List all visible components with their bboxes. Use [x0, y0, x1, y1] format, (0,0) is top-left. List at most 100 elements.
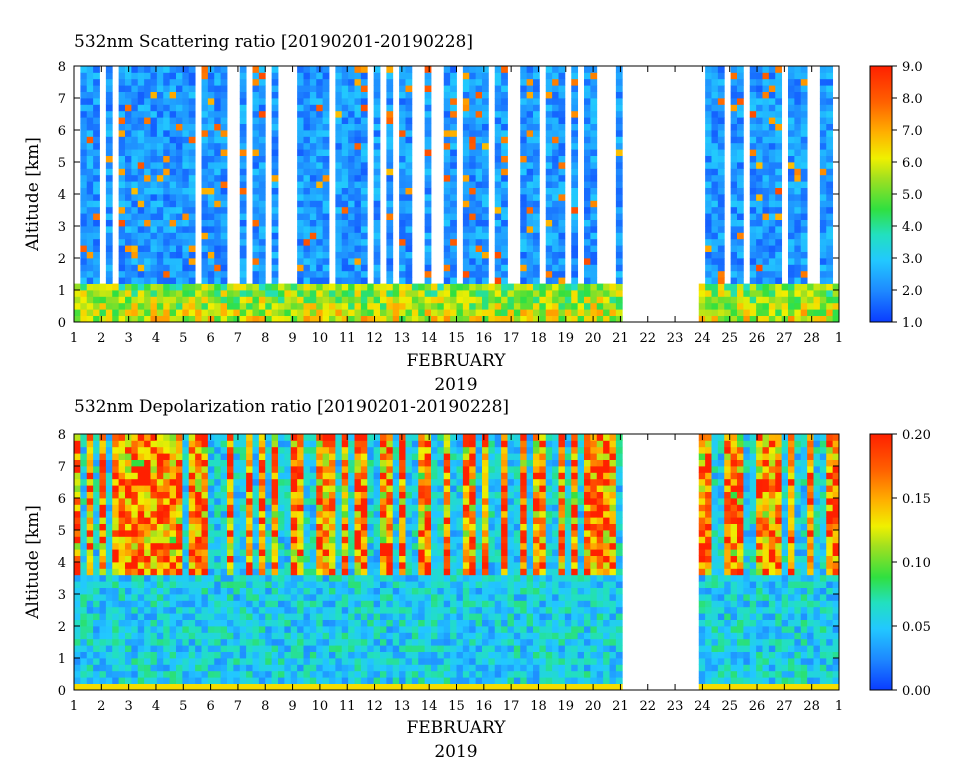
heatmap-cell	[220, 270, 228, 278]
heatmap-cell	[214, 491, 222, 499]
heatmap-cell	[271, 258, 279, 265]
heatmap-cell	[118, 664, 126, 672]
heatmap-cell	[86, 658, 94, 665]
heatmap-cell	[762, 296, 770, 304]
heatmap-cell	[475, 206, 483, 214]
heatmap-cell	[233, 523, 241, 531]
heatmap-cell	[201, 440, 209, 448]
heatmap-cell	[545, 200, 553, 208]
heatmap-cell	[105, 600, 113, 608]
heatmap-cell	[584, 238, 591, 246]
heatmap-cell	[105, 510, 113, 518]
heatmap-cell	[163, 78, 171, 86]
heatmap-cell	[252, 155, 260, 163]
heatmap-cell	[494, 85, 502, 92]
heatmap-cell	[558, 85, 566, 92]
heatmap-cell	[781, 315, 789, 323]
heatmap-cell	[131, 104, 139, 112]
heatmap-cell	[150, 270, 158, 278]
heatmap-cell	[156, 98, 164, 105]
heatmap-cell	[169, 549, 177, 556]
heatmap-cell	[526, 130, 534, 137]
heatmap-cell	[303, 478, 311, 486]
heatmap-cell	[507, 296, 515, 304]
heatmap-cell	[258, 309, 266, 316]
heatmap-cell	[462, 232, 470, 240]
heatmap-cell	[265, 517, 273, 524]
y-tick-label: 5	[58, 156, 66, 171]
heatmap-cell	[335, 149, 343, 156]
heatmap-cell	[826, 251, 834, 259]
heatmap-cell	[399, 200, 406, 208]
heatmap-cell	[309, 434, 317, 441]
heatmap-cell	[144, 504, 151, 512]
heatmap-cell	[303, 85, 311, 92]
heatmap-cell	[309, 638, 317, 646]
heatmap-cell	[756, 226, 763, 233]
heatmap-cell	[303, 638, 311, 646]
heatmap-cell	[125, 651, 132, 659]
heatmap-cell	[513, 302, 521, 310]
heatmap-cell	[271, 78, 279, 86]
heatmap-cell	[258, 555, 266, 563]
heatmap-cell	[520, 110, 528, 118]
heatmap-cell	[564, 302, 572, 310]
heatmap-cell	[284, 574, 292, 582]
heatmap-cell	[195, 309, 202, 316]
heatmap-cell	[482, 277, 489, 284]
heatmap-cell	[227, 542, 234, 550]
heatmap-cell	[271, 638, 279, 646]
heatmap-cell	[239, 142, 247, 150]
heatmap-cell	[552, 315, 559, 323]
heatmap-cell	[258, 485, 266, 492]
heatmap-cell	[711, 110, 719, 118]
heatmap-cell	[169, 619, 177, 627]
heatmap-cell	[246, 594, 253, 601]
heatmap-cell	[705, 181, 712, 188]
heatmap-cell	[717, 110, 725, 118]
heatmap-cell	[762, 232, 770, 240]
heatmap-cell	[290, 651, 298, 659]
heatmap-cell	[749, 251, 757, 259]
heatmap-cell	[360, 142, 368, 150]
heatmap-cell	[125, 251, 132, 259]
heatmap-cell	[252, 523, 260, 531]
heatmap-cell	[297, 104, 304, 112]
heatmap-cell	[150, 277, 158, 284]
heatmap-cell	[303, 664, 311, 672]
heatmap-cell	[131, 613, 139, 620]
heatmap-cell	[201, 638, 209, 646]
heatmap-cell	[188, 670, 196, 678]
heatmap-cell	[794, 91, 802, 99]
heatmap-cell	[86, 581, 94, 588]
heatmap-cell	[564, 296, 572, 304]
heatmap-cell	[258, 142, 266, 150]
heatmap-cell	[195, 549, 202, 556]
heatmap-cell	[258, 670, 266, 678]
heatmap-cell	[373, 78, 381, 86]
heatmap-cell	[93, 670, 100, 678]
heatmap-cell	[227, 613, 234, 620]
heatmap-cell	[819, 110, 827, 118]
heatmap-cell	[99, 587, 107, 595]
heatmap-cell	[188, 238, 196, 246]
heatmap-cell	[309, 658, 317, 665]
heatmap-cell	[749, 174, 757, 182]
heatmap-cell	[227, 658, 234, 665]
heatmap-cell	[450, 200, 457, 208]
heatmap-cell	[227, 549, 234, 556]
heatmap-cell	[462, 85, 470, 92]
heatmap-cell	[768, 91, 776, 99]
heatmap-cell	[386, 168, 394, 176]
heatmap-cell	[150, 510, 158, 518]
heatmap-cell	[290, 434, 298, 441]
heatmap-cell	[80, 315, 88, 323]
heatmap-cell	[348, 283, 355, 291]
heatmap-cell	[730, 315, 738, 323]
heatmap-cell	[290, 466, 298, 473]
heatmap-cell	[93, 290, 100, 297]
heatmap-cell	[615, 251, 623, 259]
heatmap-cell	[214, 645, 222, 652]
heatmap-cell	[93, 485, 100, 492]
heatmap-cell	[341, 555, 349, 563]
